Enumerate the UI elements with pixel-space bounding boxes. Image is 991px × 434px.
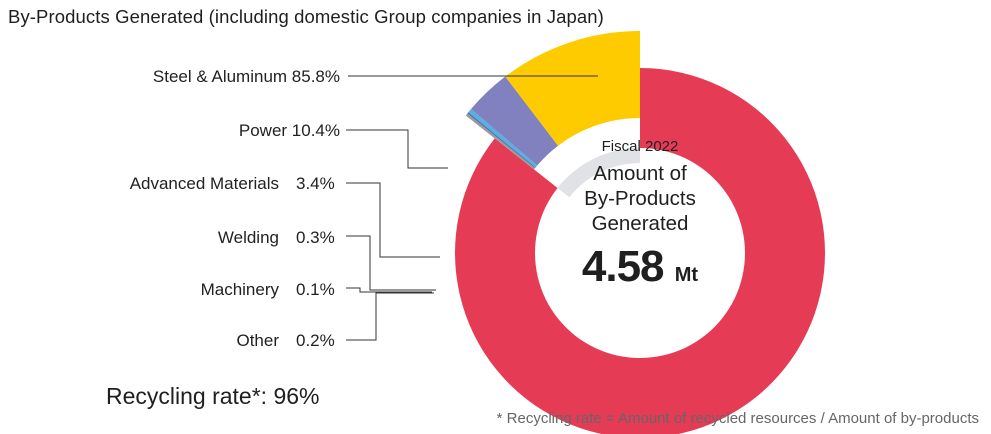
slice-pct-welding: 0.3% bbox=[296, 228, 335, 247]
fiscal-year: Fiscal 2022 bbox=[601, 138, 679, 155]
slice-pct-advanced-materials: 3.4% bbox=[296, 174, 335, 193]
leader-welding bbox=[346, 235, 436, 291]
slice-pct-machinery: 0.1% bbox=[296, 280, 335, 299]
slice-welding bbox=[468, 109, 538, 168]
total-value: 4.58 bbox=[581, 242, 665, 291]
slice-label-steel-aluminum: Steel & Aluminum 85.8% bbox=[152, 67, 340, 86]
inner-ring-minor-share bbox=[557, 148, 640, 198]
slice-steel-aluminum bbox=[455, 68, 825, 434]
total-amount: 4.58 Mt bbox=[536, 240, 744, 302]
center-caption-line-3: Generated bbox=[591, 212, 689, 235]
slice-name-advanced-materials: Advanced Materials bbox=[129, 174, 279, 193]
chart-title: By-Products Generated (including domesti… bbox=[8, 6, 604, 27]
leader-other bbox=[346, 292, 434, 341]
slice-machinery bbox=[467, 112, 536, 169]
center-caption-line-1: Amount of bbox=[593, 162, 687, 185]
leader-advanced-materials bbox=[346, 182, 440, 258]
slice-other bbox=[465, 113, 536, 170]
slice-pct-other: 0.2% bbox=[296, 331, 335, 350]
leader-machinery bbox=[346, 287, 432, 293]
slice-advanced-materials bbox=[470, 76, 559, 166]
slice-name-other: Other bbox=[236, 331, 279, 350]
slice-name-machinery: Machinery bbox=[200, 280, 279, 299]
recycling-rate: Recycling rate*: 96% bbox=[106, 383, 320, 409]
donut-center-text: Fiscal 2022 Amount of By-Products Genera… bbox=[536, 138, 744, 302]
slice-name-welding: Welding bbox=[217, 228, 279, 247]
slice-label-power: Power 10.4% bbox=[238, 121, 340, 140]
footnote: * Recycling rate = Amount of recycled re… bbox=[496, 410, 979, 427]
total-unit: Mt bbox=[674, 264, 699, 286]
slice-power bbox=[505, 31, 640, 146]
leader-power bbox=[346, 129, 448, 169]
center-caption-line-2: By-Products bbox=[584, 187, 696, 210]
